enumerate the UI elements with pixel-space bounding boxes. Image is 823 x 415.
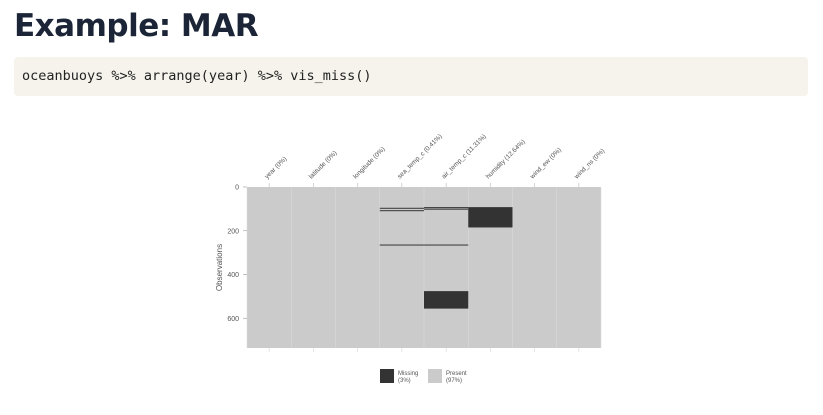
column-label: year (0%) — [264, 156, 289, 181]
missing-block — [424, 207, 469, 209]
legend-label: Missing — [398, 371, 418, 377]
legend-percent: (3%) — [398, 378, 411, 384]
column-label: latitude (0%) — [308, 150, 339, 181]
legend-percent: (97%) — [446, 378, 462, 384]
missing-block — [424, 244, 469, 246]
code-text: oceanbuoys %>% arrange(year) %>% vis_mis… — [22, 68, 372, 84]
missing-block — [468, 207, 513, 228]
y-tick-label: 400 — [227, 272, 239, 279]
page-title: Example: MAR — [14, 8, 259, 44]
missing-block — [424, 291, 469, 309]
y-tick-label: 600 — [227, 316, 239, 323]
column-label: air_temp_c (11.31%) — [441, 133, 488, 180]
missing-block — [424, 208, 469, 210]
legend-label: Present — [446, 371, 467, 377]
missing-block — [379, 207, 424, 209]
column-label: sea_temp_c (0.41%) — [396, 133, 443, 180]
column-label: longitude (0%) — [352, 146, 387, 181]
missing-block — [379, 244, 424, 246]
column-label: humidity (12.64%) — [485, 138, 527, 180]
legend-swatch — [428, 369, 442, 383]
y-tick-label: 200 — [227, 228, 239, 235]
y-axis-label: Observations — [215, 244, 224, 291]
column-label: wind_ew (0%) — [528, 147, 563, 182]
column-label: wind_ns (0%) — [573, 148, 607, 182]
missing-block — [379, 210, 424, 212]
legend-swatch — [380, 369, 394, 383]
code-block: oceanbuoys %>% arrange(year) %>% vis_mis… — [14, 57, 808, 96]
y-tick-label: 0 — [235, 185, 239, 192]
